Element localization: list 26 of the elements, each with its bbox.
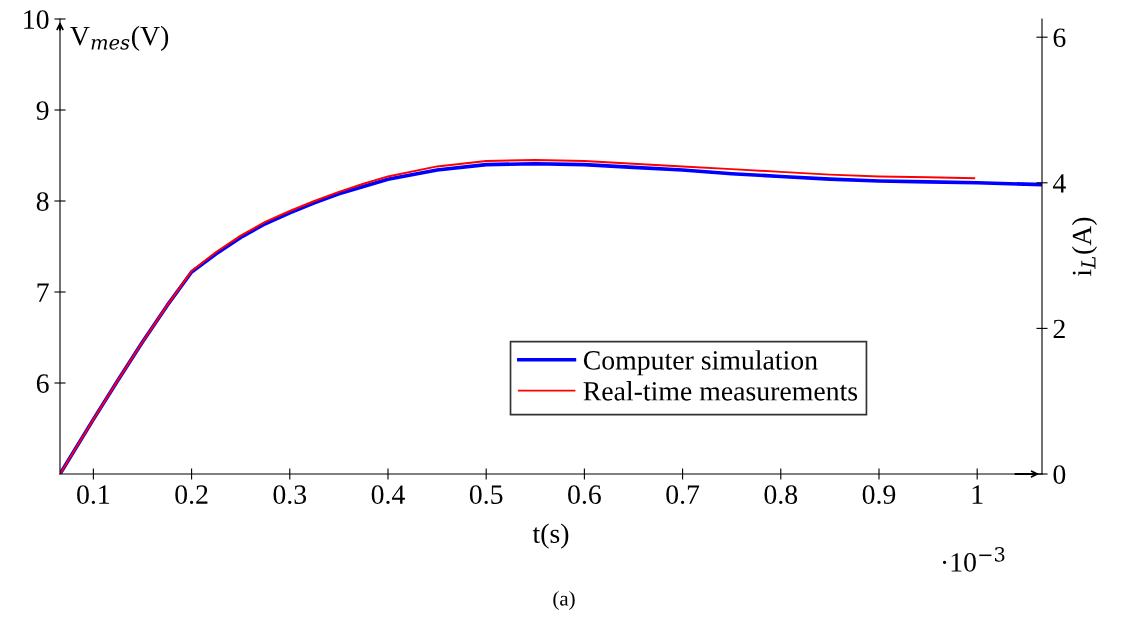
y-axis-title: V$_{mes}$(V): [70, 25, 169, 52]
y-tick-label: 9: [36, 101, 49, 120]
y2-tick-label: 6: [1053, 28, 1066, 48]
x-tick-label: 0.6: [568, 485, 601, 505]
x-axis-title: t(s): [532, 523, 569, 549]
x-tick-label: 0.9: [862, 485, 896, 505]
x-tick-label: 1: [972, 485, 983, 504]
y2-axis-title: i$_{L}$(A): [1071, 217, 1098, 277]
legend-label: Computer simulation: [583, 350, 818, 376]
x-tick-label: 0.5: [469, 485, 503, 505]
x-tick-label: 0.3: [273, 485, 307, 505]
x-tick-label: 0.8: [764, 485, 798, 505]
y-tick-label: 10: [24, 10, 49, 29]
y-tick-label: 7: [37, 283, 49, 302]
y2-tick-label: 2: [1053, 319, 1065, 339]
text: (a): [553, 590, 575, 610]
legend-label: Real-time measurements: [583, 381, 858, 401]
y-tick-label: 6: [36, 374, 49, 393]
x-tick-label: 0.1: [77, 485, 110, 505]
y2-tick-label: 4: [1052, 174, 1066, 193]
y2-tick-label: 0: [1053, 465, 1066, 484]
x-tick-label: 0.4: [371, 485, 405, 505]
x-tick-label: 0.2: [175, 485, 208, 505]
y-tick-label: 8: [36, 192, 49, 211]
text: ·10$^{−3}$: [942, 546, 1005, 572]
x-tick-label: 0.7: [666, 485, 700, 505]
